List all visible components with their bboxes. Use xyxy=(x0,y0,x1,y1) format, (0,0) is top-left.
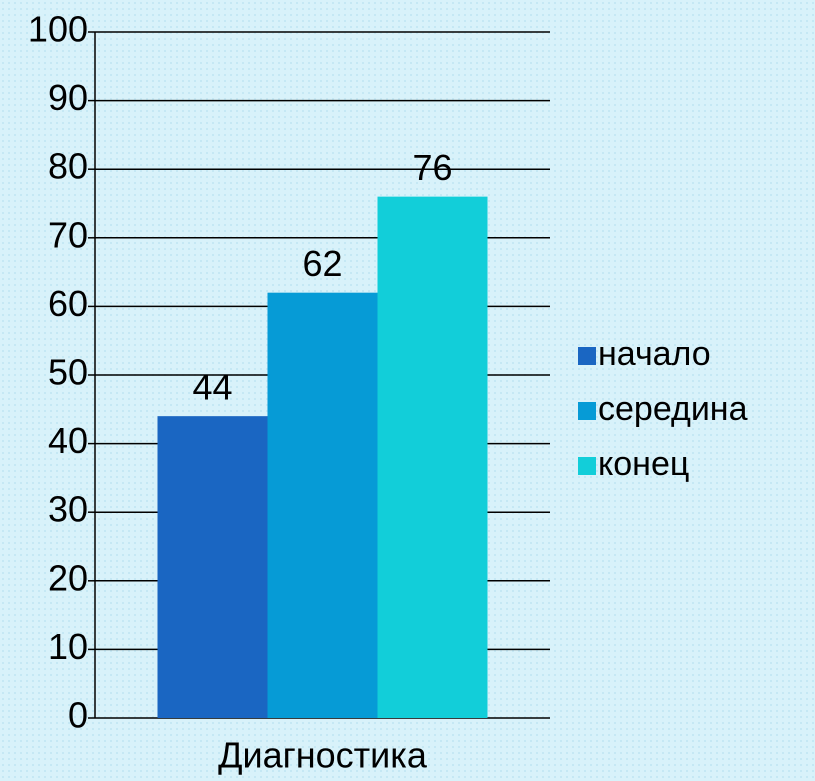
y-tick-label: 70 xyxy=(48,214,88,255)
x-tick-label: Диагностика xyxy=(218,735,428,776)
y-tick-label: 60 xyxy=(48,283,88,324)
y-tick-label: 80 xyxy=(48,146,88,187)
legend-label: начало xyxy=(598,335,711,373)
bar xyxy=(157,416,268,718)
y-tick-label: 90 xyxy=(48,77,88,118)
y-tick-label: 30 xyxy=(48,489,88,530)
bar xyxy=(377,196,488,718)
data-label: 76 xyxy=(412,147,452,188)
bar xyxy=(267,292,378,718)
legend-swatch xyxy=(578,347,596,365)
legend-swatch xyxy=(578,402,596,420)
data-label: 44 xyxy=(192,367,232,408)
y-tick-label: 0 xyxy=(68,695,88,736)
legend-label: середина xyxy=(598,390,748,428)
y-tick-label: 20 xyxy=(48,557,88,598)
y-tick-label: 50 xyxy=(48,352,88,393)
data-label: 62 xyxy=(302,243,342,284)
legend-swatch xyxy=(578,457,596,475)
legend-label: конец xyxy=(598,445,689,483)
y-tick-label: 40 xyxy=(48,420,88,461)
y-tick-label: 10 xyxy=(48,626,88,667)
y-tick-label: 100 xyxy=(28,9,88,50)
